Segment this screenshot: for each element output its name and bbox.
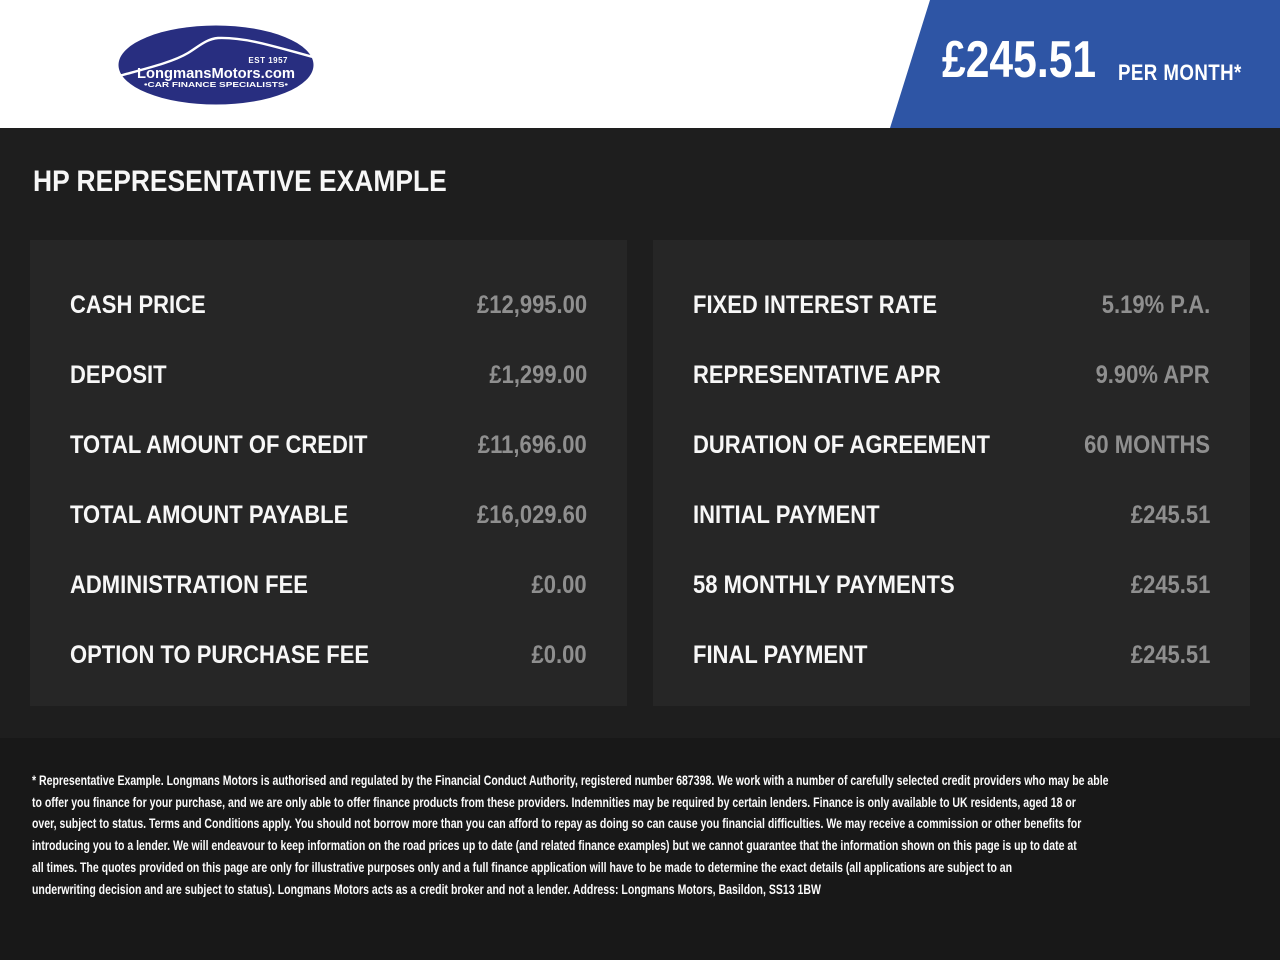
finance-panel-amounts: CASH PRICE £12,995.00 DEPOSIT £1,299.00 … <box>30 240 627 706</box>
disclaimer-text: introducing you to a lender. We will end… <box>32 838 1077 854</box>
row-label: 58 MONTHLY PAYMENTS <box>693 570 955 599</box>
page-title: HP REPRESENTATIVE EXAMPLE <box>33 165 447 198</box>
disclaimer-text: underwriting decision and are subject to… <box>32 881 821 897</box>
row-value: 9.90% APR <box>1095 360 1210 389</box>
table-row: INITIAL PAYMENT £245.51 <box>653 480 1250 550</box>
table-row: REPRESENTATIVE APR 9.90% APR <box>653 340 1250 410</box>
logo-tagline-text: •CAR FINANCE SPECIALISTS• <box>144 80 288 89</box>
car-silhouette-icon <box>118 36 314 78</box>
table-row: DEPOSIT £1,299.00 <box>30 340 627 410</box>
disclaimer-text: to offer you finance for your purchase, … <box>32 794 1076 810</box>
row-value: £245.51 <box>1130 500 1210 529</box>
row-label: REPRESENTATIVE APR <box>693 360 941 389</box>
table-row: DURATION OF AGREEMENT 60 MONTHS <box>653 410 1250 480</box>
site-header: EST 1957 LongmansMotors.com •CAR FINANCE… <box>0 0 1280 128</box>
finance-panel-terms: FIXED INTEREST RATE 5.19% P.A. REPRESENT… <box>653 240 1250 706</box>
row-value: 5.19% P.A. <box>1101 290 1210 319</box>
table-row: 58 MONTHLY PAYMENTS £245.51 <box>653 550 1250 620</box>
row-label: TOTAL AMOUNT PAYABLE <box>70 500 349 529</box>
row-value: £0.00 <box>531 640 587 669</box>
row-label: OPTION TO PURCHASE FEE <box>70 640 370 669</box>
table-row: TOTAL AMOUNT PAYABLE £16,029.60 <box>30 480 627 550</box>
table-row: FIXED INTEREST RATE 5.19% P.A. <box>653 270 1250 340</box>
longmans-motors-logo[interactable]: EST 1957 LongmansMotors.com •CAR FINANCE… <box>118 25 314 105</box>
finance-example-section: HP REPRESENTATIVE EXAMPLE CASH PRICE £12… <box>0 128 1280 738</box>
row-value: £245.51 <box>1130 570 1210 599</box>
disclaimer-footer: * Representative Example. Longmans Motor… <box>0 738 1280 960</box>
row-label: TOTAL AMOUNT OF CREDIT <box>70 430 368 459</box>
monthly-price-banner: £245.51 PER MONTH* <box>890 0 1280 128</box>
monthly-price-period: PER MONTH* <box>1118 60 1242 85</box>
logo-name-text: LongmansMotors.com <box>137 65 295 82</box>
row-value: £245.51 <box>1130 640 1210 669</box>
table-row: TOTAL AMOUNT OF CREDIT £11,696.00 <box>30 410 627 480</box>
row-label: CASH PRICE <box>70 290 206 319</box>
row-label: FINAL PAYMENT <box>693 640 868 669</box>
logo-est-text: EST 1957 <box>248 56 288 65</box>
disclaimer-text: all times. The quotes provided on this p… <box>32 859 1013 875</box>
finance-panels: CASH PRICE £12,995.00 DEPOSIT £1,299.00 … <box>30 240 1250 706</box>
row-value: 60 MONTHS <box>1084 430 1210 459</box>
table-row: ADMINISTRATION FEE £0.00 <box>30 550 627 620</box>
row-value: £11,696.00 <box>478 430 587 459</box>
row-label: ADMINISTRATION FEE <box>70 570 308 599</box>
row-value: £12,995.00 <box>476 290 587 319</box>
row-label: INITIAL PAYMENT <box>693 500 880 529</box>
table-row: OPTION TO PURCHASE FEE £0.00 <box>30 620 627 690</box>
table-row: FINAL PAYMENT £245.51 <box>653 620 1250 690</box>
row-label: DURATION OF AGREEMENT <box>693 430 990 459</box>
table-row: CASH PRICE £12,995.00 <box>30 270 627 340</box>
disclaimer-text: * Representative Example. Longmans Motor… <box>32 773 1109 788</box>
row-value: £16,029.60 <box>476 500 587 529</box>
row-label: DEPOSIT <box>70 360 167 389</box>
disclaimer-text: over, subject to status. Terms and Condi… <box>32 816 1082 832</box>
row-value: £1,299.00 <box>489 360 587 389</box>
monthly-price-amount: £245.51 <box>942 31 1097 89</box>
row-label: FIXED INTEREST RATE <box>693 290 938 319</box>
row-value: £0.00 <box>531 570 587 599</box>
